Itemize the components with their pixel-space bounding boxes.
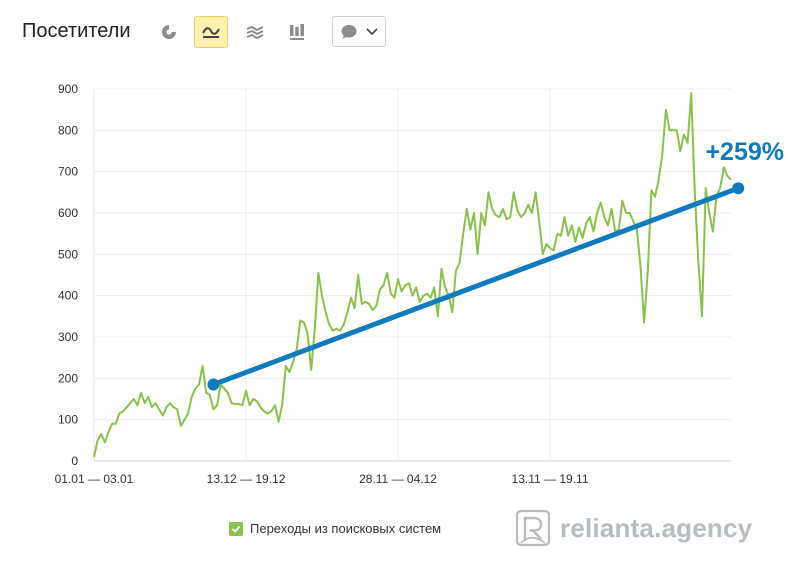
x-tick-label: 13.11 — 19.11 [512,472,589,486]
y-tick-label: 600 [58,206,78,220]
x-tick-label: 13.12 — 19.12 [207,472,286,486]
speech-bubble-icon [341,24,357,39]
page-title: Посетители [22,20,131,42]
line-chart-icon [202,27,220,38]
area-chart-icon [246,25,264,40]
y-tick-label: 800 [58,123,78,137]
y-tick-label: 900 [58,82,78,96]
bar-chart-button[interactable] [280,16,314,48]
area-chart-button[interactable] [238,16,272,48]
chart-grid [93,88,731,462]
series-line-search-traffic [93,92,732,458]
legend-item-search-traffic[interactable]: Переходы из поисковых систем [229,521,441,536]
y-tick-label: 100 [58,413,78,427]
trend-line [210,185,741,388]
y-tick-label: 400 [58,289,78,303]
watermark-text: relianta.agency [560,512,753,543]
pie-chart-icon [162,25,176,39]
trend-annotation: +259% [207,138,784,391]
legend-checkbox[interactable] [229,521,243,536]
trend-end-point [732,182,745,195]
y-tick-label: 700 [58,165,78,179]
watermark: relianta.agency [516,510,752,546]
legend-label: Переходы из поисковых систем [250,521,442,536]
x-axis-ticks: 01.01 — 03.01 13.12 — 19.12 28.11 — 04.12 1… [55,472,589,486]
y-tick-label: 300 [58,330,78,344]
chevron-down-icon [366,27,378,35]
y-tick-label: 500 [58,247,78,261]
y-axis-ticks: 0 100 200 300 400 500 600 700 800 900 [58,82,78,468]
x-tick-label: 28.11 — 04.12 [359,472,437,486]
y-tick-label: 0 [71,454,78,468]
chart-series [93,92,732,458]
chart-toolbar: Посетители [0,0,790,60]
checkmark-icon [231,525,241,533]
bar-chart-icon [290,24,304,40]
line-chart-button[interactable] [194,16,228,48]
relianta-logo-icon [516,510,550,546]
visitors-line-chart: 0 100 200 300 400 500 600 700 800 900 01.01 — 03.… [55,82,784,486]
annotation-dropdown[interactable] [332,16,386,47]
pie-chart-button[interactable] [152,16,186,48]
x-tick-label: 01.01 — 03.01 [55,472,134,486]
y-tick-label: 200 [58,371,78,385]
trend-label: +259% [705,138,784,166]
trend-start-point [207,378,220,391]
